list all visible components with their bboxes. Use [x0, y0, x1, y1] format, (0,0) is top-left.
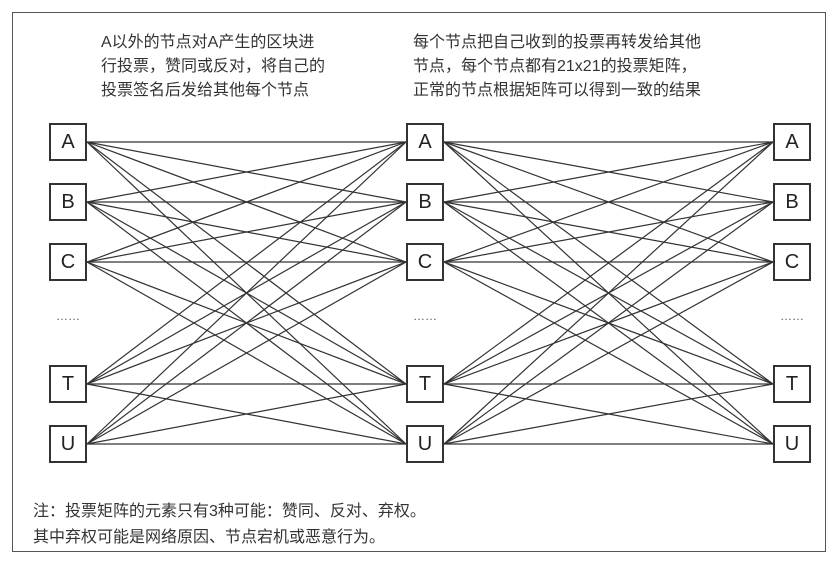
edges-svg: [13, 13, 827, 553]
col1-ellipsis: ……: [406, 309, 444, 323]
col2-node-A: A: [773, 123, 811, 161]
col1-node-T: T: [406, 365, 444, 403]
col0-node-C: C: [49, 243, 87, 281]
col0-node-A: A: [49, 123, 87, 161]
col1-node-U: U: [406, 425, 444, 463]
col0-node-T: T: [49, 365, 87, 403]
col2-ellipsis: ……: [773, 309, 811, 323]
col2-node-T: T: [773, 365, 811, 403]
diagram-frame: A以外的节点对A产生的区块进 行投票，赞同或反对，将自己的 投票签名后发给其他每…: [12, 12, 826, 552]
col2-node-B: B: [773, 183, 811, 221]
col0-ellipsis: ……: [49, 309, 87, 323]
col1-node-A: A: [406, 123, 444, 161]
col1-node-C: C: [406, 243, 444, 281]
col1-node-B: B: [406, 183, 444, 221]
col0-node-B: B: [49, 183, 87, 221]
col2-node-U: U: [773, 425, 811, 463]
col2-node-C: C: [773, 243, 811, 281]
col0-node-U: U: [49, 425, 87, 463]
